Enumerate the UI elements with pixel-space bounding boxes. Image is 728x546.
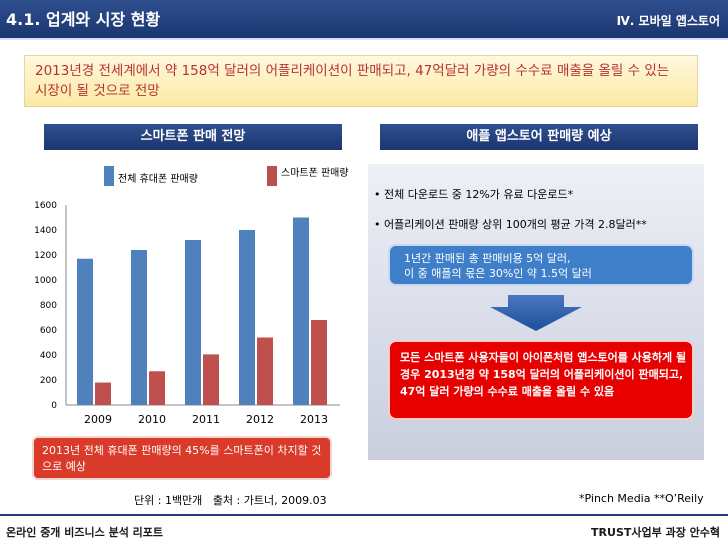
annual-sales-line2: 이 중 애플의 몫은 30%인 약 1.5억 달러 xyxy=(404,267,592,280)
y-tick-200: 200 xyxy=(40,376,57,386)
title-bar: 4.1. 업계와 시장 현황 Ⅳ. 모바일 앱스토어 xyxy=(0,0,728,38)
summary-box: 2013년경 전세계에서 약 158억 달러의 어플리케이션이 판매되고, 47… xyxy=(24,55,698,107)
bar-smart-2011 xyxy=(203,354,219,405)
unit-source-line: 단위 : 1백만개 출처 : 가트너, 2009.03 xyxy=(134,492,327,508)
section-label: Ⅳ. 모바일 앱스토어 xyxy=(616,14,720,28)
unit-label: 단위 : 1백만개 xyxy=(134,494,203,507)
bar-total-2011 xyxy=(185,240,201,405)
forecast-note-text: 2013년 전체 휴대폰 판매량의 45%를 스마트폰이 차지할 것으로 예상 xyxy=(42,444,322,473)
source-footnote: *Pinch Media **O’Reily xyxy=(579,492,704,505)
bullet-paid-downloads: • 전체 다운로드 중 12%가 유료 다운로드* xyxy=(374,188,574,201)
bar-total-2009 xyxy=(77,258,93,405)
source-label: 출처 : 가트너, 2009.03 xyxy=(212,494,327,507)
conclusion-text: 모든 스마트폰 사용자들이 아이폰처럼 앱스토어를 사용하게 될 경우 2013… xyxy=(400,351,687,398)
page-title: 4.1. 업계와 시장 현황 xyxy=(6,10,161,29)
x-tick-2010: 2010 xyxy=(138,413,166,426)
y-tick-1200: 1200 xyxy=(34,251,57,261)
smartphone-sales-chart: 전체 휴대폰 판매량 스마트폰 판매량 1600 1400 1200 1000 … xyxy=(34,166,349,426)
bullet-avg-price: • 어플리케이션 판매량 상위 100개의 평균 가격 2.8달러** xyxy=(374,218,647,231)
footer-author: TRUST사업부 과장 안수혁 xyxy=(591,526,720,539)
summary-text: 2013년경 전세계에서 약 158억 달러의 어플리케이션이 판매되고, 47… xyxy=(35,63,670,99)
y-tick-400: 400 xyxy=(40,351,57,361)
down-arrow-icon xyxy=(490,295,582,331)
x-tick-2013: 2013 xyxy=(300,413,328,426)
legend-label-smart: 스마트폰 판매량 xyxy=(281,167,349,179)
footer-report-title: 온라인 중개 비즈니스 분석 리포트 xyxy=(6,526,163,539)
title-underline xyxy=(0,38,728,40)
right-panel-header: 애플 앱스토어 판매량 예상 xyxy=(380,124,698,150)
bar-total-2012 xyxy=(239,230,255,405)
annual-sales-text: 1년간 판매된 총 판매비용 5억 달러, 이 중 애플의 몫은 30%인 약 … xyxy=(404,251,689,281)
x-tick-2012: 2012 xyxy=(246,413,274,426)
legend-swatch-total xyxy=(104,166,114,186)
y-tick-1600: 1600 xyxy=(34,201,57,211)
x-tick-2009: 2009 xyxy=(84,413,112,426)
annual-sales-box: 1년간 판매된 총 판매비용 5억 달러, 이 중 애플의 몫은 30%인 약 … xyxy=(388,244,694,286)
legend-swatch-smart xyxy=(267,166,277,186)
left-panel-header: 스마트폰 판매 전망 xyxy=(44,124,342,150)
y-tick-800: 800 xyxy=(40,301,57,311)
y-tick-1400: 1400 xyxy=(34,226,57,236)
footer-divider xyxy=(0,514,728,516)
forecast-note-box: 2013년 전체 휴대폰 판매량의 45%를 스마트폰이 차지할 것으로 예상 xyxy=(32,436,332,480)
bar-smart-2012 xyxy=(257,337,273,405)
y-tick-labels: 1600 1400 1200 1000 800 600 400 200 0 xyxy=(34,201,57,411)
conclusion-box: 모든 스마트폰 사용자들이 아이폰처럼 앱스토어를 사용하게 될 경우 2013… xyxy=(388,340,694,420)
annual-sales-line1: 1년간 판매된 총 판매비용 5억 달러, xyxy=(404,252,571,265)
legend-label-total: 전체 휴대폰 판매량 xyxy=(118,173,198,185)
bar-total-2010 xyxy=(131,250,147,405)
appstore-panel: • 전체 다운로드 중 12%가 유료 다운로드* • 어플리케이션 판매량 상… xyxy=(368,164,704,460)
bar-total-2013 xyxy=(293,217,309,405)
y-tick-600: 600 xyxy=(40,326,57,336)
bars xyxy=(77,217,327,405)
bar-smart-2010 xyxy=(149,371,165,405)
y-tick-0: 0 xyxy=(51,401,57,411)
bar-smart-2013 xyxy=(311,320,327,405)
x-tick-2011: 2011 xyxy=(192,413,220,426)
y-tick-1000: 1000 xyxy=(34,276,57,286)
x-tick-labels: 2009 2010 2011 2012 2013 xyxy=(84,413,328,426)
bar-smart-2009 xyxy=(95,382,111,405)
